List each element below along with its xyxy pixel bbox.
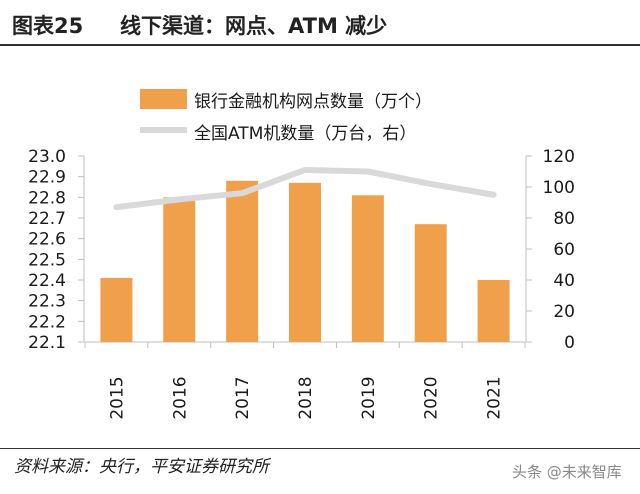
y-left-tick-label: 22.7	[28, 209, 66, 229]
bar-2020	[414, 224, 447, 342]
chart-plot: 22.122.222.322.422.522.622.722.822.923.0…	[28, 147, 575, 420]
x-tick-label: 2018	[296, 376, 316, 419]
bar-2015	[100, 277, 133, 342]
x-tick-label: 2021	[485, 376, 505, 419]
x-tick-label: 2017	[233, 376, 253, 419]
y-left-tick-label: 22.4	[28, 271, 66, 291]
bar-2017	[226, 180, 259, 342]
y-left-tick-label: 22.3	[28, 292, 66, 312]
y-left-tick-label: 22.1	[28, 333, 66, 353]
bar-2019	[351, 195, 384, 342]
legend-line-swatch	[140, 127, 187, 133]
x-tick-label: 2020	[422, 376, 442, 419]
bar-2021	[477, 280, 510, 342]
watermark: 头条 @未来智库	[512, 463, 622, 481]
x-tick-label: 2015	[107, 376, 127, 419]
chart-title: 线下渠道：网点、ATM 减少	[120, 14, 388, 38]
x-tick-label: 2019	[359, 376, 379, 419]
y-left-tick-label: 23.0	[28, 147, 66, 167]
y-left-tick-label: 22.8	[28, 188, 66, 208]
source-note: 资料来源：央行，平安证券研究所	[14, 457, 269, 477]
legend-label-line: 全国ATM机数量（万台，右）	[194, 124, 417, 144]
y-left-tick-label: 22.9	[28, 168, 66, 188]
title-divider	[0, 44, 640, 46]
footer-divider	[0, 448, 640, 449]
y-left-tick-label: 22.5	[28, 250, 66, 270]
legend-label-bar: 银行金融机构网点数量（万个）	[194, 92, 432, 112]
y-right-tick-label: 60	[553, 240, 575, 260]
figure-label: 图表25	[12, 14, 84, 38]
y-right-tick-label: 20	[553, 302, 575, 322]
y-right-tick-label: 100	[543, 178, 575, 198]
bar-2016	[163, 197, 196, 342]
y-right-tick-label: 0	[564, 333, 575, 353]
title-bar: 图表25 线下渠道：网点、ATM 减少	[0, 0, 640, 46]
y-right-tick-label: 80	[553, 209, 575, 229]
y-right-tick-label: 120	[543, 147, 575, 167]
x-tick-label: 2016	[170, 376, 190, 419]
bar-2018	[289, 182, 321, 342]
y-left-tick-label: 22.2	[28, 312, 66, 332]
y-left-tick-label: 22.6	[28, 230, 66, 250]
y-right-tick-label: 40	[553, 271, 575, 291]
legend-bar-swatch	[140, 89, 187, 109]
